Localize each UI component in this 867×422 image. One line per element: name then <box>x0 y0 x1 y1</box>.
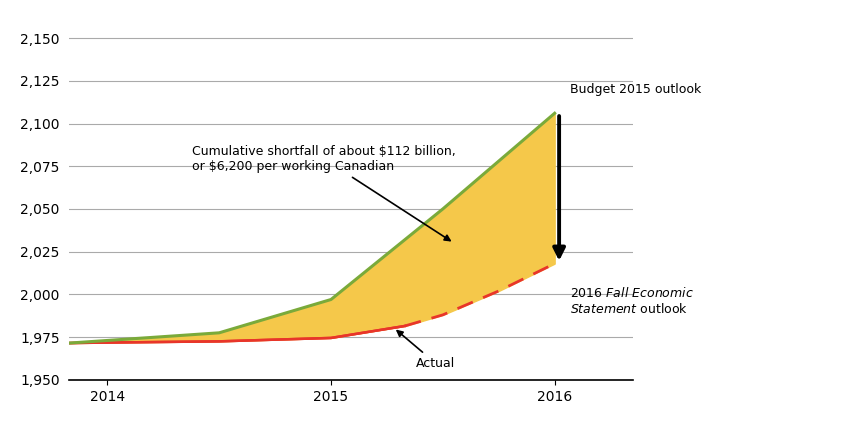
Text: Budget 2015 outlook: Budget 2015 outlook <box>570 83 701 96</box>
Text: Actual: Actual <box>397 331 455 370</box>
Text: 2016 $\it{Fall\ Economic}$
$\it{Statement}$ outlook: 2016 $\it{Fall\ Economic}$ $\it{Statemen… <box>570 286 694 316</box>
Text: Cumulative shortfall of about $112 billion,
or $6,200 per working Canadian: Cumulative shortfall of about $112 billi… <box>192 145 456 241</box>
